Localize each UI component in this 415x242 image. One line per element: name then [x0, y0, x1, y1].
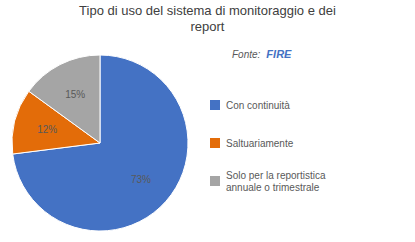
text-line: Solo per la reportistica: [226, 170, 326, 181]
data-label: 12%: [37, 124, 57, 135]
annotations: Fonte: FIRE: [232, 48, 292, 60]
legend: Con continuità Saltuariamente Solo per la …: [210, 100, 326, 193]
text-line: annuale o trimestrale: [226, 182, 320, 193]
legend-swatch: [210, 100, 220, 110]
legend-entry: Saltuariamente: [226, 138, 294, 149]
annotation: FIRE: [266, 48, 292, 60]
text-line: Con continuità: [226, 100, 290, 111]
pie: 73% 12% 15%: [12, 55, 188, 231]
data-label: 73%: [131, 174, 151, 185]
title-line: report: [191, 19, 225, 34]
pie-slice: [13, 55, 188, 231]
text-line: Saltuariamente: [226, 138, 294, 149]
data-label: 15%: [65, 89, 85, 100]
legend-entry: Solo per la reportisticaannuale o trimes…: [226, 170, 326, 193]
legend-swatch: [210, 176, 220, 186]
title: Tipo di uso del sistema di monitoraggio …: [79, 3, 336, 34]
annotation: Fonte:: [232, 49, 261, 60]
title-line: Tipo di uso del sistema di monitoraggio …: [79, 3, 336, 18]
chart: Tipo di uso del sistema di monitoraggio …: [0, 0, 415, 242]
pie-slice: [29, 55, 100, 143]
legend-swatch: [210, 138, 220, 148]
legend-entry: Con continuità: [226, 100, 290, 111]
